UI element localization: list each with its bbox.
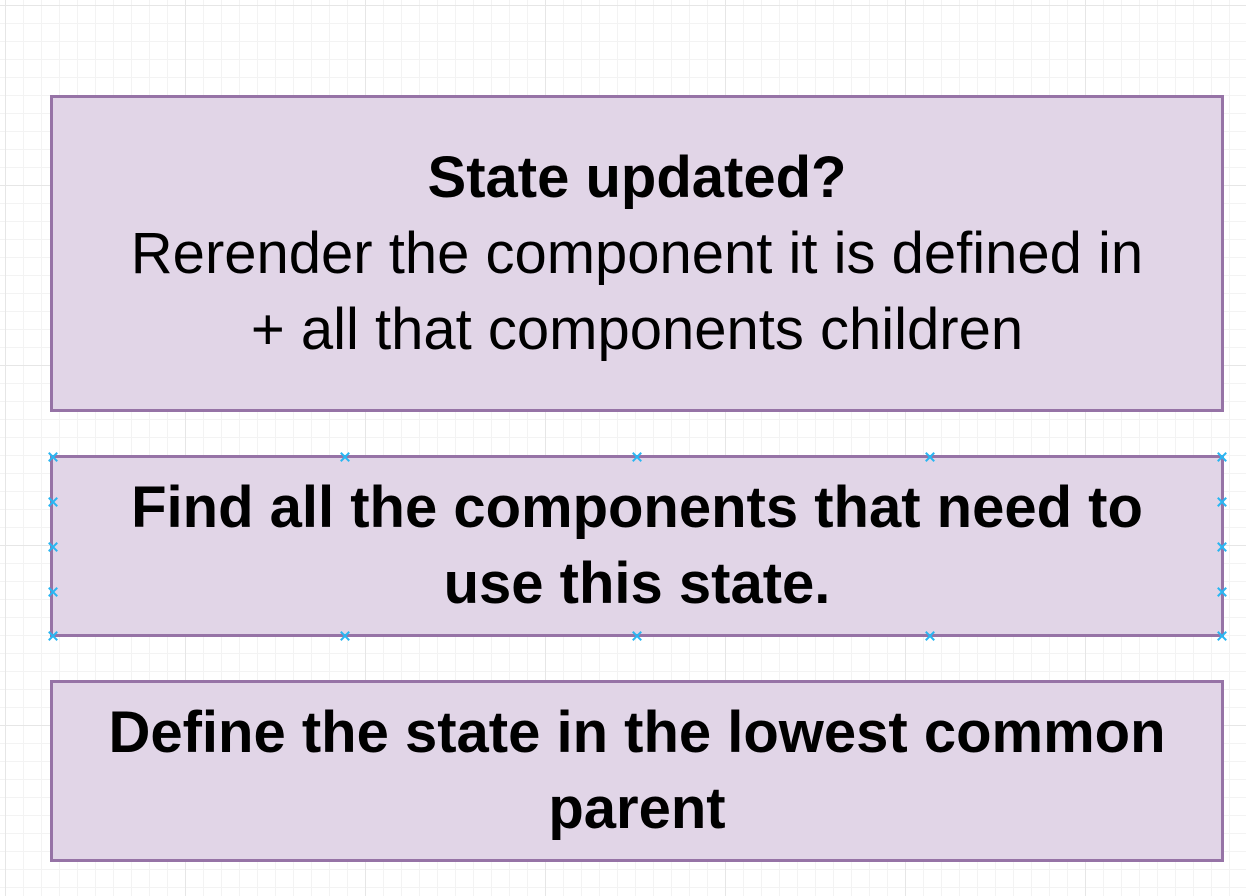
box-state-updated[interactable]: State updated? Rerender the component it… — [50, 95, 1224, 412]
selection-handle-icon[interactable] — [48, 631, 58, 641]
selection-handle-icon[interactable] — [632, 631, 642, 641]
selection-handle-icon[interactable] — [48, 542, 58, 552]
box-text-line-2: + all that components children — [250, 296, 1024, 362]
box-title: State updated? — [427, 144, 847, 210]
selection-handle-icon[interactable] — [925, 631, 935, 641]
selection-handle-icon[interactable] — [1217, 542, 1227, 552]
selection-handle-icon[interactable] — [632, 452, 642, 462]
selection-handle-icon[interactable] — [925, 452, 935, 462]
selection-handle-icon[interactable] — [48, 587, 58, 597]
selection-handle-icon[interactable] — [48, 452, 58, 462]
selection-handle-icon[interactable] — [340, 631, 350, 641]
selection-handle-icon[interactable] — [1217, 587, 1227, 597]
box-find-components[interactable]: Find all the components that need to use… — [50, 455, 1224, 637]
box-text: Define the state in the lowest common pa… — [108, 700, 1166, 841]
box-text-line-1: Rerender the component it is defined in — [130, 220, 1144, 286]
selection-handle-icon[interactable] — [1217, 631, 1227, 641]
box-text: Find all the components that need to use… — [131, 475, 1143, 616]
selection-handle-icon[interactable] — [1217, 497, 1227, 507]
selection-handle-icon[interactable] — [340, 452, 350, 462]
selection-handle-icon[interactable] — [1217, 452, 1227, 462]
selection-handle-icon[interactable] — [48, 497, 58, 507]
box-define-state[interactable]: Define the state in the lowest common pa… — [50, 680, 1224, 862]
